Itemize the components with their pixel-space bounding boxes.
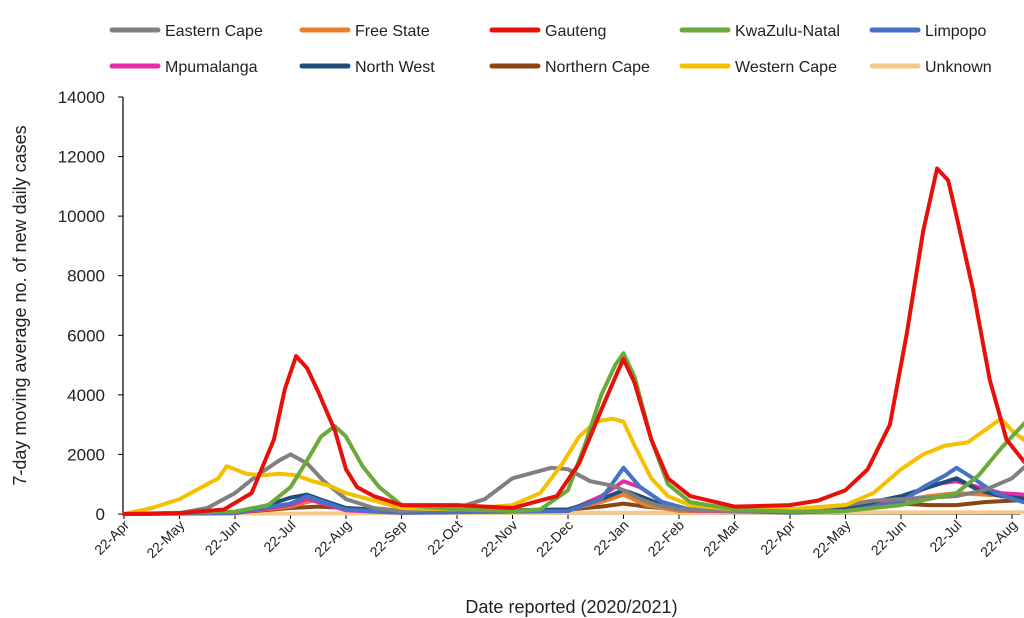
series-line-north-west	[122, 476, 1024, 516]
x-axis-title: Date reported (2020/2021)	[465, 597, 677, 617]
legend-label-limpopo: Limpopo	[925, 23, 986, 40]
y-tick-label: 10000	[58, 207, 105, 226]
x-tick-label: 22-Dec	[533, 517, 576, 560]
series-line-kwazulu-natal	[122, 351, 1024, 516]
y-tick-label: 14000	[58, 88, 105, 107]
x-tick-label: 22-May	[143, 517, 187, 561]
x-axis: 22-Apr 22-May 22-Jun 22-Jul 22-Aug 22-Sep 22-O…	[91, 513, 1020, 561]
x-tick-label: 22-Feb	[644, 517, 687, 560]
y-tick-label: 0	[96, 505, 105, 524]
x-tick-label: 22-Jun	[868, 517, 910, 559]
x-tick-label: 22-Sep	[366, 517, 409, 560]
y-tick-label: 8000	[67, 267, 105, 286]
y-axis: 0 2000 4000 6000 8000 10000 12000 14000	[58, 88, 124, 524]
legend-label-eastern-cape: Eastern Cape	[165, 23, 263, 40]
legend-label-free-state: Free State	[355, 23, 430, 40]
legend-label-northern-cape: Northern Cape	[545, 59, 650, 76]
x-tick-label: 22-Oct	[424, 517, 465, 558]
legend-label-mpumalanga: Mpumalanga	[165, 59, 258, 76]
x-tick-label: 22-May	[809, 517, 853, 561]
series-line-limpopo	[122, 465, 1024, 516]
legend-label-gauteng: Gauteng	[545, 23, 606, 40]
y-tick-label: 4000	[67, 386, 105, 405]
legend: Eastern Cape Free State Gauteng KwaZulu-Nat…	[109, 23, 992, 76]
y-tick-label: 2000	[67, 445, 105, 464]
series-line-western-cape	[122, 416, 1024, 516]
x-tick-label: 22-Jul	[260, 517, 298, 555]
series-layer	[122, 166, 1024, 516]
x-tick-label: 22-Jan	[590, 517, 632, 559]
series-line-eastern-cape	[122, 452, 1024, 516]
legend-label-western-cape: Western Cape	[735, 59, 837, 76]
y-tick-label: 6000	[67, 326, 105, 345]
y-axis-title: 7-day moving average no. of new daily ca…	[10, 125, 30, 485]
series-line-gauteng	[122, 166, 1024, 516]
x-tick-label: 22-Nov	[477, 517, 520, 560]
x-tick-label: 22-Apr	[757, 517, 798, 558]
x-tick-label: 22-Aug	[311, 517, 354, 560]
legend-label-unknown: Unknown	[925, 59, 992, 76]
x-tick-label: 22-Jul	[926, 517, 964, 555]
legend-label-kwazulu-natal: KwaZulu-Natal	[735, 23, 840, 40]
x-tick-label: 22-Mar	[700, 517, 743, 560]
legend-label-north-west: North West	[355, 59, 435, 76]
x-tick-label: 22-Aug	[977, 517, 1020, 560]
y-tick-label: 12000	[58, 148, 105, 167]
x-tick-label: 22-Jun	[202, 517, 244, 559]
